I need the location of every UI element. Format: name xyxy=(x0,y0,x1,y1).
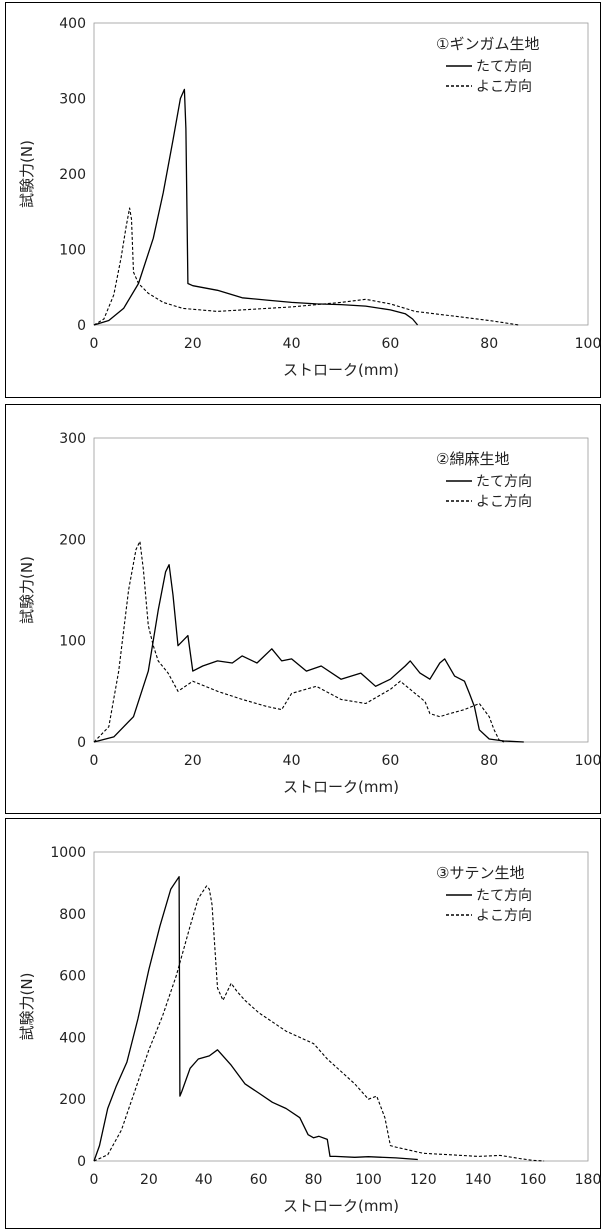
x-tick-label: 20 xyxy=(184,753,202,769)
plot-area-gingham xyxy=(93,22,589,326)
x-tick-label: 0 xyxy=(90,1172,99,1188)
x-tick-label: 40 xyxy=(283,336,301,352)
plot-area-cotton-linen xyxy=(93,437,589,743)
series-line-warp xyxy=(93,876,418,1162)
y-tick-label: 0 xyxy=(77,1154,86,1170)
y-tick-label: 400 xyxy=(59,16,86,32)
x-tick-label: 120 xyxy=(410,1172,437,1188)
y-tick-label: 200 xyxy=(59,167,86,183)
series-line-warp xyxy=(93,88,419,326)
legend-label: よこ方向 xyxy=(476,494,532,510)
y-tick-label: 200 xyxy=(59,1092,86,1108)
legend-label: たて方向 xyxy=(476,888,532,904)
y-tick-label: 1000 xyxy=(50,845,86,861)
y-axis-label: 試験力(N) xyxy=(18,556,36,624)
series-line-weft xyxy=(93,540,505,743)
x-axis-label: ストローク(mm) xyxy=(283,778,399,796)
y-axis-label: 試験力(N) xyxy=(18,140,36,208)
legend-label: たて方向 xyxy=(476,59,532,75)
series-line-warp xyxy=(93,564,524,743)
chart-gingham: 0 100 200 300 400 0 20 40 60 80 100 ストローク(mm) 試験力(N)… xyxy=(18,16,602,379)
x-tick-label: 0 xyxy=(90,336,99,352)
legend-title: ②綿麻生地 xyxy=(436,450,509,468)
y-tick-label: 0 xyxy=(77,318,86,334)
plot-area-satin xyxy=(93,851,589,1162)
y-axis-label: 試験力(N) xyxy=(18,973,36,1041)
x-tick-label: 20 xyxy=(140,1172,158,1188)
x-tick-label: 100 xyxy=(575,336,602,352)
chart-panel-cotton-linen: 0 100 200 300 0 20 40 60 80 100 ストローク(mm) 試験力(N) ②綿麻… xyxy=(5,404,601,814)
x-tick-label: 80 xyxy=(480,753,498,769)
chart-panel-gingham: 0 100 200 300 400 0 20 40 60 80 100 ストローク(mm) 試験力(N)… xyxy=(5,2,601,398)
chart-panel-satin: 0 200 400 600 800 1000 0 20 40 60 80 100 120 140 160 18… xyxy=(5,818,601,1229)
y-tick-label: 0 xyxy=(77,735,86,751)
y-tick-label: 800 xyxy=(59,907,86,923)
x-tick-label: 0 xyxy=(90,753,99,769)
x-tick-label: 40 xyxy=(195,1172,213,1188)
x-tick-label: 60 xyxy=(250,1172,268,1188)
chart-cotton-linen: 0 100 200 300 0 20 40 60 80 100 ストローク(mm) 試験力(N) ②綿麻… xyxy=(18,431,602,796)
legend-title: ①ギンガム生地 xyxy=(436,35,539,53)
x-tick-label: 180 xyxy=(575,1172,602,1188)
legend-label: たて方向 xyxy=(476,474,532,490)
y-tick-label: 100 xyxy=(59,634,86,650)
x-axis-label: ストローク(mm) xyxy=(283,1197,399,1215)
x-tick-label: 60 xyxy=(381,753,399,769)
x-tick-label: 80 xyxy=(480,336,498,352)
chart-satin: 0 200 400 600 800 1000 0 20 40 60 80 100 120 140 160 18… xyxy=(18,845,602,1215)
legend-title: ③サテン生地 xyxy=(436,864,524,882)
x-tick-label: 100 xyxy=(575,753,602,769)
x-axis-label: ストローク(mm) xyxy=(283,361,399,379)
x-tick-label: 20 xyxy=(184,336,202,352)
x-tick-label: 140 xyxy=(465,1172,492,1188)
y-tick-label: 200 xyxy=(59,532,86,548)
series-line-weft xyxy=(93,207,519,326)
x-tick-label: 40 xyxy=(283,753,301,769)
x-tick-label: 160 xyxy=(520,1172,547,1188)
y-tick-label: 600 xyxy=(59,969,86,985)
series-line-weft xyxy=(93,885,545,1162)
y-tick-label: 100 xyxy=(59,243,86,259)
y-tick-label: 400 xyxy=(59,1030,86,1046)
x-tick-label: 100 xyxy=(355,1172,382,1188)
y-tick-label: 300 xyxy=(59,431,86,447)
x-tick-label: 60 xyxy=(381,336,399,352)
legend-label: よこ方向 xyxy=(476,908,532,924)
x-tick-label: 80 xyxy=(305,1172,323,1188)
y-tick-label: 300 xyxy=(59,92,86,108)
legend-label: よこ方向 xyxy=(476,79,532,95)
